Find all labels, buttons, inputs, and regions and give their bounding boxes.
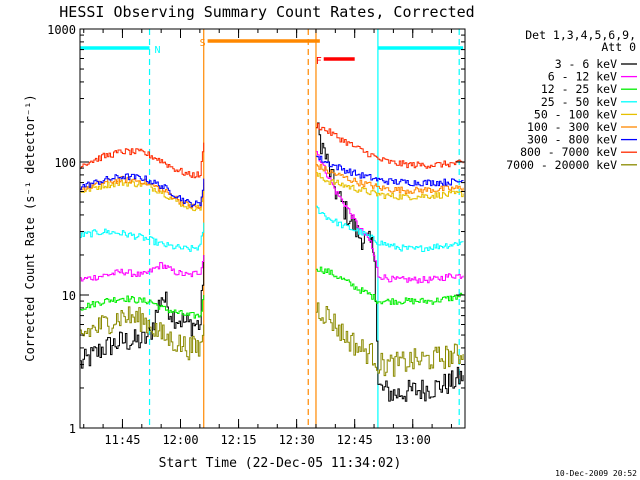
series-line-0-segment-0: [80, 255, 205, 369]
x-tick-label-12:15: 12:15: [221, 433, 257, 447]
plot-frame: [79, 28, 466, 429]
y-tick-label-10: 10: [62, 289, 76, 303]
series-800-7000keV: [80, 123, 464, 179]
legend-label-0: 3 - 6 keV: [555, 57, 617, 71]
series-line-1-segment-1: [316, 151, 464, 284]
x-tick-label-12:45: 12:45: [337, 433, 373, 447]
legend-label-5: 100 - 300 keV: [527, 120, 617, 134]
series-line-2-segment-1: [316, 266, 464, 305]
y-axis-label: Corrected Count Rate (s⁻¹ detector⁻¹): [23, 94, 37, 361]
series-line-0-segment-1: [316, 122, 464, 402]
series-line-6-segment-0: [80, 173, 205, 208]
series-3-6keV: [80, 122, 464, 402]
x-axis: 11:45 12:00 12:15 12:30 12:45 13:00: [83, 29, 452, 447]
legend-label-6: 300 - 800 keV: [527, 133, 617, 147]
series-25-50keV: [80, 205, 464, 252]
x-tick-label-13:00: 13:00: [395, 433, 431, 447]
series-line-8-segment-1: [316, 302, 464, 377]
plot-clip-group: [80, 29, 464, 428]
series-line-7-segment-1: [316, 123, 464, 169]
series-line-6-segment-1: [316, 155, 464, 187]
x-tick-label-12:00: 12:00: [162, 433, 198, 447]
y-tick-label-100: 100: [54, 156, 76, 170]
flag-label-F-3: F: [316, 56, 322, 67]
series-6-12keV: [80, 151, 464, 284]
series-7000-20000keV: [80, 302, 464, 377]
chart-title: HESSI Observing Summary Count Rates, Cor…: [59, 3, 474, 21]
legend-label-3: 25 - 50 keV: [541, 95, 617, 109]
legend-label-8: 7000 - 20000 keV: [506, 158, 617, 172]
footer-timestamp: 10-Dec-2009 20:52: [555, 469, 637, 478]
legend-label-7: 800 - 7000 keV: [520, 145, 617, 159]
series-100-300keV: [80, 164, 464, 209]
legend-label-4: 50 - 100 keV: [534, 107, 617, 121]
series-line-5-segment-1: [316, 164, 464, 194]
x-tick-label-12:30: 12:30: [279, 433, 315, 447]
series-line-2-segment-0: [80, 295, 205, 319]
legend-header-line-2: Att 0: [601, 40, 636, 54]
legend-label-2: 12 - 25 keV: [541, 82, 617, 96]
series-line-8-segment-0: [80, 306, 205, 361]
flag-label-N-0: N: [155, 45, 161, 56]
x-axis-label: Start Time (22-Dec-05 11:34:02): [159, 456, 402, 471]
series-line-1-segment-0: [80, 255, 205, 282]
y-tick-label-1000: 1000: [47, 23, 76, 37]
y-tick-label-1: 1: [69, 422, 76, 436]
series-line-5-segment-0: [80, 175, 205, 209]
legend-header-line-1: Det 1,3,4,5,6,9,: [525, 28, 636, 42]
flag-label-S-2: S: [200, 38, 206, 49]
x-tick-label-11:45: 11:45: [104, 433, 140, 447]
y-axis: 1 10 100 1000: [47, 23, 465, 436]
series-line-4-segment-1: [316, 172, 464, 201]
legend-label-1: 6 - 12 keV: [548, 70, 617, 84]
series-12-25keV: [80, 266, 464, 319]
series-line-7-segment-0: [80, 142, 205, 179]
series-line-3-segment-0: [80, 222, 205, 252]
series-line-3-segment-1: [316, 205, 464, 252]
plot-area: N S F: [80, 29, 464, 428]
series-300-800keV: [80, 155, 464, 208]
